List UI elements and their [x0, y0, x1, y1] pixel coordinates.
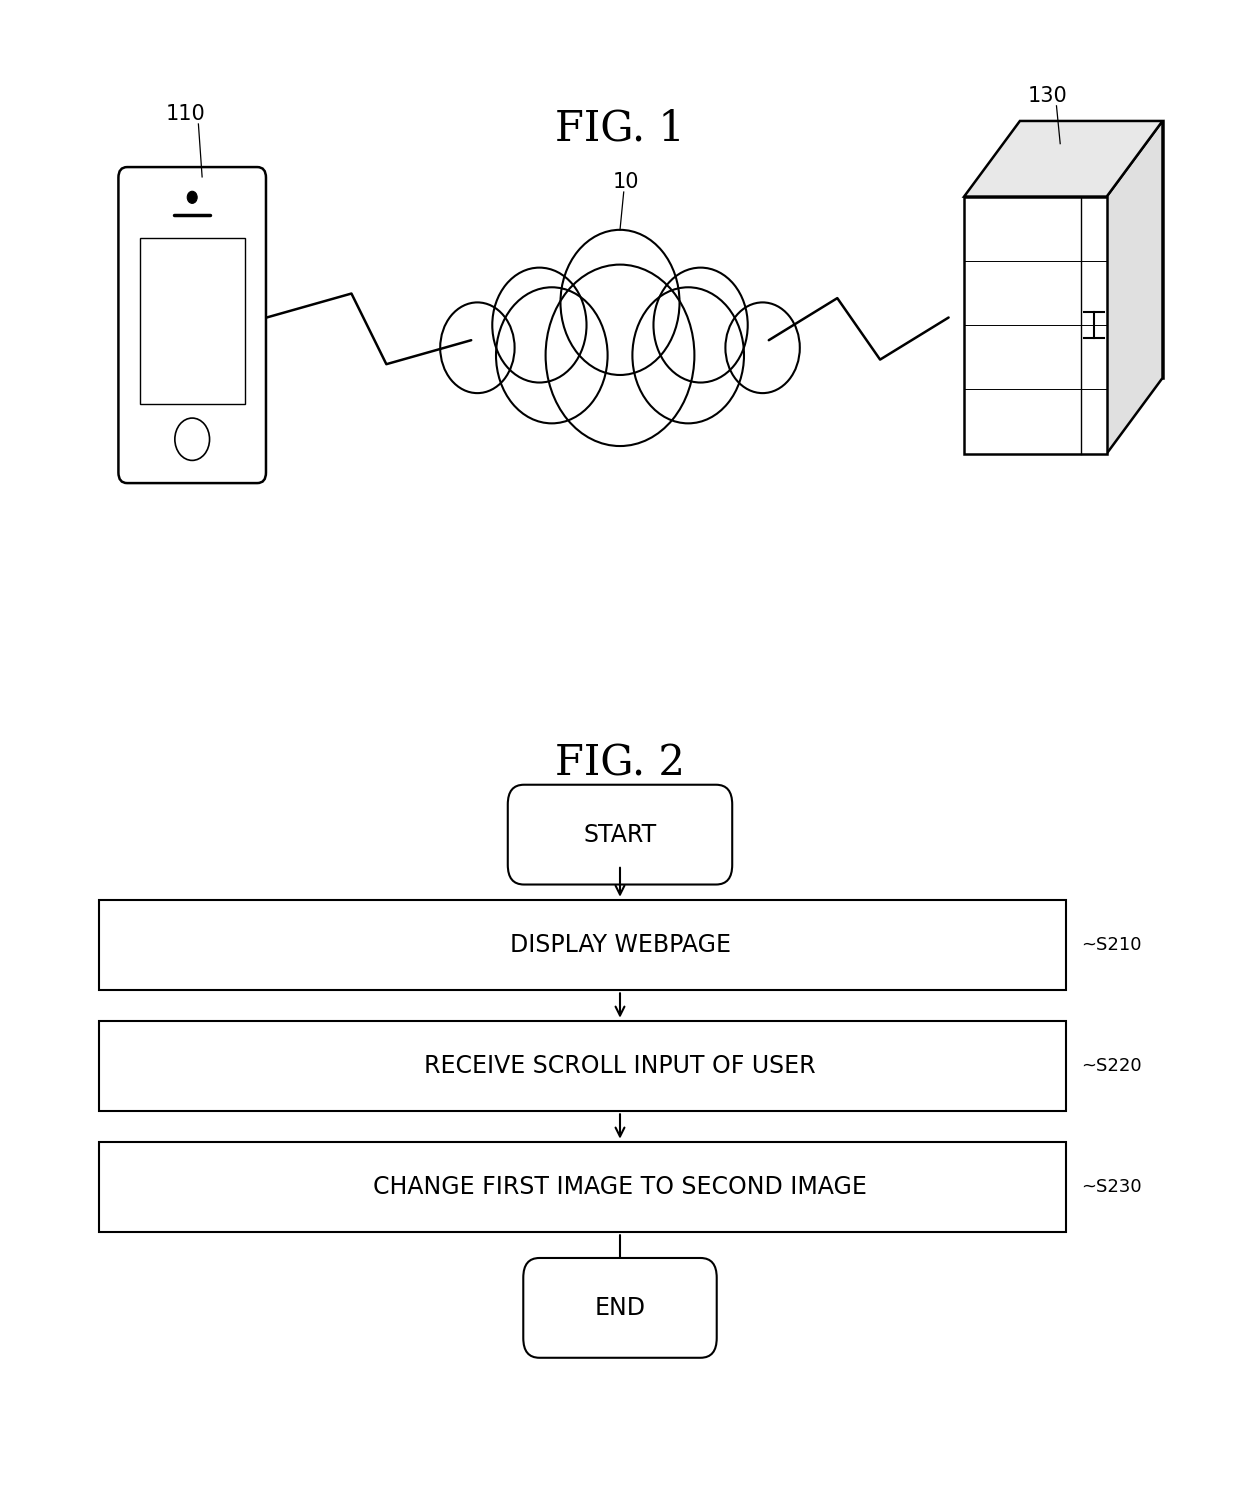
Text: CHANGE FIRST IMAGE TO SECOND IMAGE: CHANGE FIRST IMAGE TO SECOND IMAGE — [373, 1175, 867, 1199]
Text: FIG. 2: FIG. 2 — [556, 742, 684, 785]
Text: ~S220: ~S220 — [1081, 1057, 1142, 1075]
Polygon shape — [1107, 121, 1163, 454]
FancyBboxPatch shape — [119, 168, 267, 484]
FancyBboxPatch shape — [523, 1258, 717, 1358]
Polygon shape — [965, 121, 1163, 197]
Text: 130: 130 — [1028, 86, 1068, 106]
Circle shape — [632, 287, 744, 423]
Circle shape — [546, 265, 694, 446]
Circle shape — [492, 268, 587, 383]
Bar — [99, 900, 1066, 990]
Text: DISPLAY WEBPAGE: DISPLAY WEBPAGE — [510, 933, 730, 957]
Text: RECEIVE SCROLL INPUT OF USER: RECEIVE SCROLL INPUT OF USER — [424, 1054, 816, 1078]
Polygon shape — [1019, 121, 1163, 378]
Text: END: END — [594, 1296, 646, 1320]
Text: ~S210: ~S210 — [1081, 936, 1142, 954]
Text: 10: 10 — [613, 172, 640, 192]
Circle shape — [440, 302, 515, 393]
Circle shape — [653, 268, 748, 383]
Text: 110: 110 — [166, 104, 206, 124]
Circle shape — [175, 419, 210, 460]
Circle shape — [496, 287, 608, 423]
Text: ~S230: ~S230 — [1081, 1178, 1142, 1196]
Polygon shape — [965, 197, 1107, 454]
Circle shape — [560, 230, 680, 375]
FancyBboxPatch shape — [139, 237, 246, 405]
Bar — [99, 1021, 1066, 1111]
Bar — [99, 1142, 1066, 1232]
Circle shape — [725, 302, 800, 393]
Text: FIG. 1: FIG. 1 — [556, 107, 684, 150]
Text: START: START — [583, 823, 657, 847]
FancyBboxPatch shape — [508, 785, 732, 885]
Circle shape — [187, 192, 197, 204]
